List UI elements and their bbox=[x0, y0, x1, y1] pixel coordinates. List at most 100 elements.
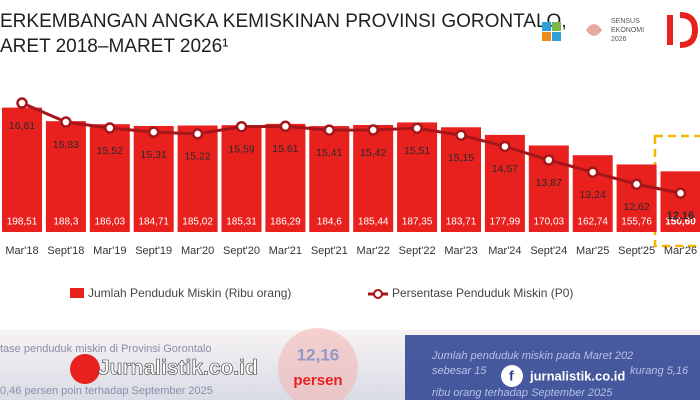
footer-text: Jumlah penduduk miskin pada Maret 202 bbox=[431, 350, 633, 362]
bar-value-label: 187,35 bbox=[402, 217, 433, 228]
watermark: Jurnalistik.co.id bbox=[98, 357, 258, 380]
x-tick-label: Sept'20 bbox=[223, 245, 260, 257]
line-value-label: 12,62 bbox=[623, 201, 649, 213]
line-value-label: 16,81 bbox=[9, 120, 35, 132]
bar bbox=[265, 123, 306, 232]
line bbox=[21, 101, 681, 195]
line-value-label: 15,15 bbox=[448, 152, 474, 164]
title-line: ERKEMBANGAN ANGKA KEMISKINAN PROVINSI GO… bbox=[0, 11, 567, 32]
bar bbox=[221, 125, 262, 232]
logo-text: EKONOMI bbox=[611, 27, 644, 34]
line-point bbox=[586, 166, 599, 178]
bar bbox=[353, 124, 394, 232]
bar-value-label: 183,71 bbox=[446, 217, 477, 228]
line-point bbox=[60, 116, 72, 128]
bar bbox=[45, 121, 86, 232]
bar-value-label: 186,29 bbox=[270, 217, 301, 228]
x-tick-label: Mar'21 bbox=[269, 245, 302, 257]
line-value-label: 12,16 bbox=[667, 210, 695, 222]
line-value-label: 15,51 bbox=[404, 145, 430, 157]
bar bbox=[309, 126, 350, 232]
legend-swatch bbox=[373, 289, 383, 299]
line-point bbox=[499, 140, 511, 153]
line-point bbox=[104, 122, 116, 134]
x-tick-label: Sept'25 bbox=[618, 245, 655, 257]
x-tick-label: Mar'22 bbox=[357, 245, 390, 257]
line-point bbox=[191, 128, 204, 140]
footer-text: ribu orang terhadap September 2025 bbox=[432, 387, 613, 399]
bar-value-label: 184,6 bbox=[317, 217, 342, 228]
facebook-icon bbox=[501, 365, 523, 387]
footer-figure: persen bbox=[293, 372, 342, 389]
line-point bbox=[411, 122, 423, 134]
logo-text: 2026 bbox=[611, 36, 627, 43]
bar bbox=[660, 171, 700, 232]
footer-text: 0,46 persen poin terhadap September 2025 bbox=[0, 385, 213, 397]
watermark: jurnalistik.co.id bbox=[529, 368, 625, 383]
bar bbox=[397, 122, 438, 232]
bar-value-label: 162,74 bbox=[577, 217, 608, 228]
line-value-label: 15,22 bbox=[184, 151, 210, 163]
x-tick-label: Sept'22 bbox=[399, 245, 436, 257]
x-tick-label: Mar'18 bbox=[5, 245, 38, 257]
line-value-label: 15,61 bbox=[272, 143, 298, 155]
footer-text: tase penduduk miskin di Provinsi Goronta… bbox=[0, 343, 212, 355]
footer-figure: 12,16 bbox=[297, 345, 340, 364]
line-point bbox=[630, 178, 643, 190]
line-point bbox=[543, 154, 555, 166]
x-tick-label: Sept'18 bbox=[47, 245, 84, 257]
line-value-label: 15,42 bbox=[360, 147, 386, 159]
bar-value-label: 155,76 bbox=[621, 217, 652, 228]
bar bbox=[616, 164, 657, 232]
bar-value-label: 170,03 bbox=[534, 217, 565, 228]
bar-value-label: 185,31 bbox=[226, 217, 257, 228]
x-tick-label: Sept'24 bbox=[530, 245, 567, 257]
footer-right-panel bbox=[405, 335, 700, 400]
bar bbox=[441, 127, 481, 232]
bar-value-label: 184,71 bbox=[138, 217, 169, 228]
bar-value-label: 177,99 bbox=[490, 217, 521, 228]
x-tick-label: Mar'26 bbox=[664, 245, 697, 257]
x-tick-label: Mar'25 bbox=[576, 245, 609, 257]
bar bbox=[177, 125, 218, 232]
line-point bbox=[323, 124, 336, 136]
bar bbox=[133, 125, 174, 232]
footer-text: sebesar 15 bbox=[432, 365, 487, 377]
line-value-label: 15,52 bbox=[97, 145, 123, 157]
bar-value-label: 185,02 bbox=[182, 217, 213, 228]
title-line: ARET 2018–MARET 2026¹ bbox=[0, 36, 228, 57]
line-point bbox=[279, 120, 292, 133]
logo-text: SENSUS bbox=[611, 18, 640, 25]
logo: SENSUS EKONOMI 2026 bbox=[542, 12, 699, 48]
line-point bbox=[674, 187, 687, 199]
line-point bbox=[235, 120, 248, 133]
line-value-label: 13,87 bbox=[536, 177, 562, 189]
bar-value-label: 186,03 bbox=[95, 217, 126, 228]
footer-text: kurang 5,16 bbox=[630, 365, 689, 377]
plot: 198,51 188,3 186,03 184,71 185,02 185,31 186,2… bbox=[2, 97, 700, 257]
watermark-icon bbox=[70, 354, 100, 384]
line-value-label: 15,41 bbox=[316, 147, 342, 159]
bar-value-label: 185,44 bbox=[358, 217, 389, 228]
x-tick-label: Sept'19 bbox=[135, 245, 172, 257]
x-tick-label: Mar'19 bbox=[93, 245, 126, 257]
bar-value-label: 188,3 bbox=[53, 217, 78, 228]
bar bbox=[2, 107, 42, 232]
legend-swatch bbox=[70, 288, 84, 298]
x-tick-label: Mar'24 bbox=[488, 245, 521, 257]
footer-circle bbox=[278, 328, 358, 400]
facebook-glyph: f bbox=[509, 368, 514, 384]
x-tick-label: Mar'23 bbox=[444, 245, 477, 257]
bar-value-label: 198,51 bbox=[7, 217, 38, 228]
line-point bbox=[147, 126, 160, 138]
bar bbox=[89, 124, 130, 232]
legend: Jumlah Penduduk Miskin (Ribu orang) Perse… bbox=[70, 286, 573, 300]
line-point bbox=[455, 129, 467, 141]
line-value-label: 13,24 bbox=[580, 189, 606, 201]
line-value-label: 15,83 bbox=[53, 139, 79, 151]
x-tick-label: Mar'20 bbox=[181, 245, 214, 257]
legend-label: Persentase Penduduk Miskin (P0) bbox=[392, 286, 573, 300]
bar-value-label: 150,60 bbox=[665, 217, 696, 228]
legend-label: Jumlah Penduduk Miskin (Ribu orang) bbox=[88, 286, 291, 300]
